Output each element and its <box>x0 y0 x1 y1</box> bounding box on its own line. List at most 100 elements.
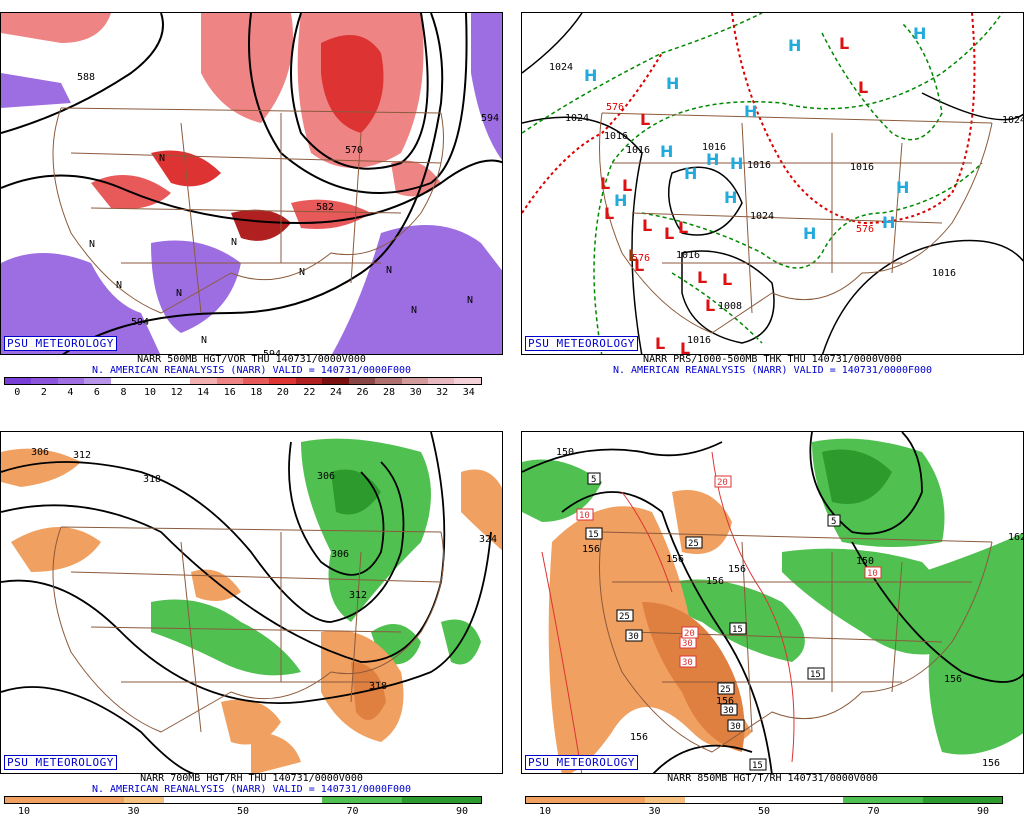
colorbar-tick-label: 32 <box>436 387 449 398</box>
low-pressure-marker: L <box>640 110 650 129</box>
colorbar-tick-label: 28 <box>383 387 396 398</box>
colorbar-tick-label: 24 <box>329 387 342 398</box>
map-500mb[interactable]: 588 594 594 594 582 570 N N N N N N N N … <box>0 12 503 355</box>
contour-label-box: 30 <box>679 655 697 668</box>
colorbar-swatch <box>565 797 606 803</box>
label-594: 594 <box>131 317 149 328</box>
svg-text:25: 25 <box>720 685 731 695</box>
label-162: 162 <box>1008 532 1024 543</box>
svg-text:20: 20 <box>684 629 695 639</box>
label-1016: 1016 <box>676 250 700 261</box>
contour-label-box: 25 <box>616 609 634 622</box>
contour-label-box: 20 <box>681 626 699 639</box>
label-n: N <box>386 265 392 276</box>
colorbar-tick-label: 10 <box>144 387 157 398</box>
contour-label-box: 10 <box>864 566 882 579</box>
label-1016: 1016 <box>850 162 874 173</box>
label-156: 156 <box>666 554 684 565</box>
label-1024: 1024 <box>565 113 589 124</box>
low-pressure-marker: L <box>678 218 688 237</box>
valid-time: N. AMERICAN REANALYSIS (NARR) VALID = 14… <box>91 784 412 795</box>
map-pressure-thickness[interactable]: 1024 1024 1016 1016 1016 1016 1016 1016 … <box>521 12 1024 355</box>
low-pressure-marker: L <box>664 224 674 243</box>
contour-label-box: 15 <box>585 527 603 540</box>
vorticity-colorbar-ticks: 0 2 4 6 8 10 12 14 16 18 20 22 24 26 28 30 32 34 <box>4 387 482 399</box>
colorbar-tick-label: 2 <box>40 387 47 398</box>
colorbar-swatch <box>31 378 58 384</box>
map-700mb[interactable]: 306 312 318 306 306 312 318 324 <box>0 431 503 774</box>
colorbar-tick-label: 30 <box>648 806 661 817</box>
colorbar-swatch <box>645 797 685 803</box>
label-1024: 1024 <box>750 211 774 222</box>
contour-label-box: 25 <box>717 682 735 695</box>
low-pressure-marker: L <box>722 270 732 289</box>
product-title: NARR 500MB HGT/VOR THU 140731/0000V000 <box>137 354 366 365</box>
vorticity-colorbar <box>4 377 482 385</box>
label-n: N <box>299 267 305 278</box>
colorbar-swatch <box>295 378 323 384</box>
panel-pressure-thickness: 1024 1024 1016 1016 1016 1016 1016 1016 … <box>521 0 1024 390</box>
contour-label-box: 30 <box>720 703 738 716</box>
svg-text:15: 15 <box>752 761 763 771</box>
contour-label-box: 10 <box>576 508 594 521</box>
label-n: N <box>411 305 417 316</box>
colorbar-swatch <box>269 378 296 384</box>
low-pressure-marker: L <box>604 204 614 223</box>
map-pressure-graphic: 1024 1024 1016 1016 1016 1016 1016 1016 … <box>522 13 1024 355</box>
colorbar-swatch <box>454 378 481 384</box>
colorbar-swatch <box>322 378 349 384</box>
colorbar-swatch <box>190 378 217 384</box>
panel-500mb-vorticity: 588 594 594 594 582 570 N N N N N N N N … <box>0 0 503 398</box>
label-156: 156 <box>728 564 746 575</box>
svg-text:30: 30 <box>682 639 693 649</box>
svg-text:20: 20 <box>717 478 728 488</box>
label-n: N <box>467 295 473 306</box>
label-156: 156 <box>982 758 1000 769</box>
svg-text:30: 30 <box>628 632 639 642</box>
contour-label-box: 30 <box>727 719 745 732</box>
colorbar-tick-label: 30 <box>127 806 140 817</box>
colorbar-tick-label: 70 <box>867 806 880 817</box>
colorbar-tick-label: 18 <box>250 387 263 398</box>
label-318: 318 <box>143 474 161 485</box>
label-n: N <box>176 288 182 299</box>
label-306: 306 <box>317 471 335 482</box>
label-324: 324 <box>479 534 497 545</box>
map-850mb[interactable]: 150 156 156 156 156 156 156 150 156 156 … <box>521 431 1024 774</box>
label-n: N <box>89 239 95 250</box>
label-582: 582 <box>316 202 334 213</box>
product-title: NARR 700MB HGT/RH THU 140731/0000V000 <box>140 773 363 784</box>
colorbar-tick-label: 10 <box>17 806 31 817</box>
label-1024: 1024 <box>1002 115 1024 126</box>
colorbar-swatch <box>84 797 125 803</box>
label-n: N <box>159 153 165 164</box>
colorbar-tick-label: 30 <box>409 387 422 398</box>
panel-850mb: 150 156 156 156 156 156 156 150 156 156 … <box>521 419 1024 817</box>
colorbar-swatch <box>883 797 923 803</box>
colorbar-swatch <box>282 797 323 803</box>
colorbar-swatch <box>137 378 164 384</box>
colorbar-swatch <box>44 797 85 803</box>
label-156: 156 <box>630 732 648 743</box>
label-588: 588 <box>77 72 95 83</box>
svg-text:15: 15 <box>588 530 599 540</box>
low-pressure-marker: L <box>680 339 690 355</box>
contour-label-box: 5 <box>827 514 841 527</box>
high-pressure-marker: H <box>660 142 673 161</box>
colorbar-tick-label: 50 <box>236 806 250 817</box>
svg-text:30: 30 <box>682 658 693 668</box>
valid-time: N. AMERICAN REANALYSIS (NARR) VALID = 14… <box>91 365 412 376</box>
label-576: 576 <box>632 253 650 264</box>
label-576: 576 <box>606 102 624 113</box>
label-306: 306 <box>31 447 49 458</box>
high-pressure-marker: H <box>724 188 737 207</box>
low-pressure-marker: L <box>634 256 644 275</box>
colorbar-tick-label: 70 <box>346 806 359 817</box>
contour-label-box: 15 <box>749 758 767 771</box>
label-1016: 1016 <box>747 160 771 171</box>
colorbar-swatch <box>428 378 455 384</box>
label-1016: 1016 <box>626 145 650 156</box>
low-pressure-marker: L <box>858 78 868 97</box>
contour-label-box: 15 <box>807 667 825 680</box>
colorbar-tick-label: 0 <box>14 387 21 398</box>
